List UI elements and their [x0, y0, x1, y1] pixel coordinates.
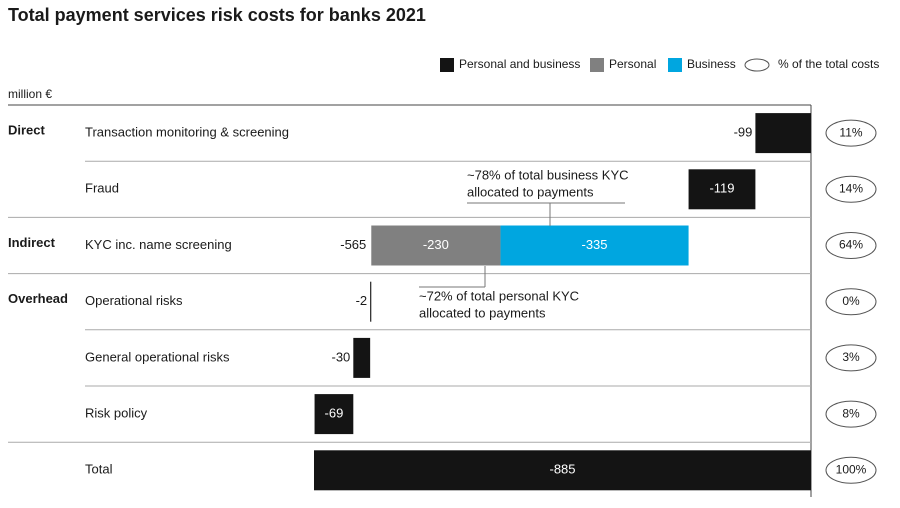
value-label: -69	[325, 406, 344, 421]
bar	[688, 169, 756, 210]
legend-swatch	[590, 58, 604, 72]
annotation: ~78% of total business KYC	[467, 167, 629, 182]
value-label: -99	[734, 125, 753, 140]
legend-label: % of the total costs	[778, 57, 879, 71]
category-label: Fraud	[85, 181, 119, 196]
annotation: ~72% of total personal KYC	[419, 288, 579, 303]
category-label: Operational risks	[85, 293, 183, 308]
share-label: 64%	[839, 238, 863, 252]
unit-label: million €	[8, 87, 52, 101]
share-ellipse	[825, 175, 877, 203]
bar	[371, 225, 501, 266]
group-label: Direct	[8, 123, 46, 138]
share-ellipse	[825, 119, 877, 147]
share-label: 14%	[839, 181, 863, 195]
bar	[314, 394, 354, 435]
annotation: allocated to payments	[467, 184, 594, 199]
bar	[370, 281, 372, 322]
share-label: 0%	[842, 294, 860, 308]
subtotal-label: -565	[340, 237, 366, 252]
bar	[353, 337, 371, 378]
legend-label: Business	[687, 57, 736, 71]
value-label: -335	[581, 237, 607, 252]
group-label: Indirect	[8, 235, 56, 250]
share-label: 11%	[839, 125, 862, 139]
category-label: Total	[85, 462, 113, 477]
bar	[314, 450, 811, 491]
share-ellipse	[825, 344, 877, 372]
group-label: Overhead	[8, 291, 68, 306]
category-label: General operational risks	[85, 349, 230, 364]
bar	[500, 225, 689, 266]
value-label: -230	[423, 237, 449, 252]
value-label: -885	[549, 462, 575, 477]
category-label: Risk policy	[85, 406, 148, 421]
share-ellipse	[825, 232, 877, 259]
value-label: -2	[356, 293, 368, 308]
value-label: -119	[709, 181, 734, 196]
share-label: 8%	[842, 406, 860, 420]
share-label: 100%	[836, 462, 867, 476]
share-label: 3%	[842, 350, 860, 364]
category-label: Transaction monitoring & screening	[85, 125, 289, 140]
legend-label: Personal	[609, 57, 656, 71]
category-label: KYC inc. name screening	[85, 237, 232, 252]
share-ellipse	[825, 288, 877, 316]
legend-swatch	[668, 58, 682, 72]
share-ellipse	[825, 456, 877, 484]
chart-title: Total payment services risk costs for ba…	[8, 5, 426, 25]
legend-label: Personal and business	[459, 57, 580, 71]
bar	[755, 113, 811, 154]
share-ellipse	[825, 400, 877, 428]
legend-swatch	[440, 58, 454, 72]
legend-ellipse	[744, 58, 770, 72]
annotation: allocated to payments	[419, 305, 546, 320]
value-label: -30	[332, 349, 351, 364]
